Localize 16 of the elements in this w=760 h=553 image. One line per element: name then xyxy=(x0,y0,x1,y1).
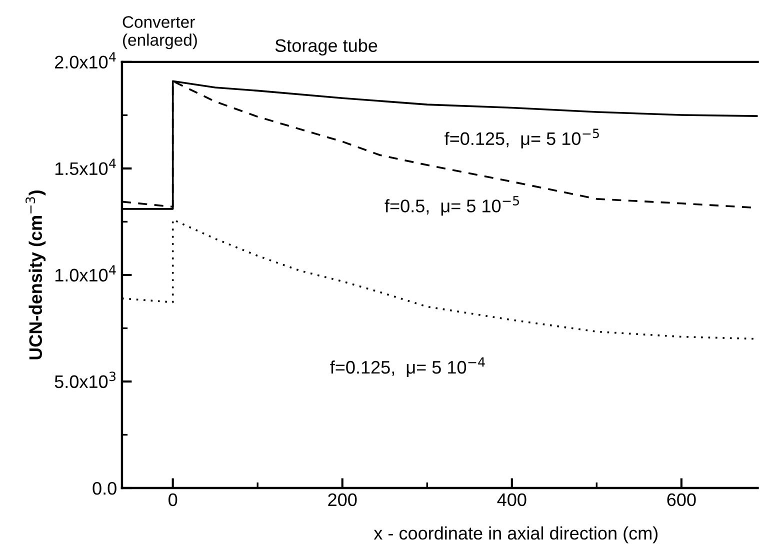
y-tick-label: 2.0x10$^{4}$ xyxy=(55,52,116,69)
x-tick-label: 0 xyxy=(168,493,178,506)
y-tick-label: 5.0x10$^{3}$ xyxy=(54,372,116,388)
y-tick-label: 1.0x10$^{4}$ xyxy=(55,265,116,282)
y-axis-title: UCN-density (cm$^{−3}$) xyxy=(26,190,46,360)
series-label: f=0.125, μ= 5 10$^{−5}$ xyxy=(444,128,599,148)
x-axis-title: x - coordinate in axial direction (cm) xyxy=(374,526,658,544)
x-tick-label: 600 xyxy=(667,493,696,506)
series-label: f=0.5, μ= 5 10$^{−5}$ xyxy=(384,196,520,216)
x-tick-label: 400 xyxy=(497,493,526,506)
y-tick-label: 0.0 xyxy=(92,482,116,495)
text: Storage tube xyxy=(275,38,378,56)
y-tick-label: 1.5x10$^{4}$ xyxy=(55,158,116,176)
x-tick-label: 200 xyxy=(328,493,357,506)
text: Converter (enlarged) xyxy=(122,16,197,50)
text: f=0.125, μ= 5 10$^{−4}$ xyxy=(330,357,485,378)
